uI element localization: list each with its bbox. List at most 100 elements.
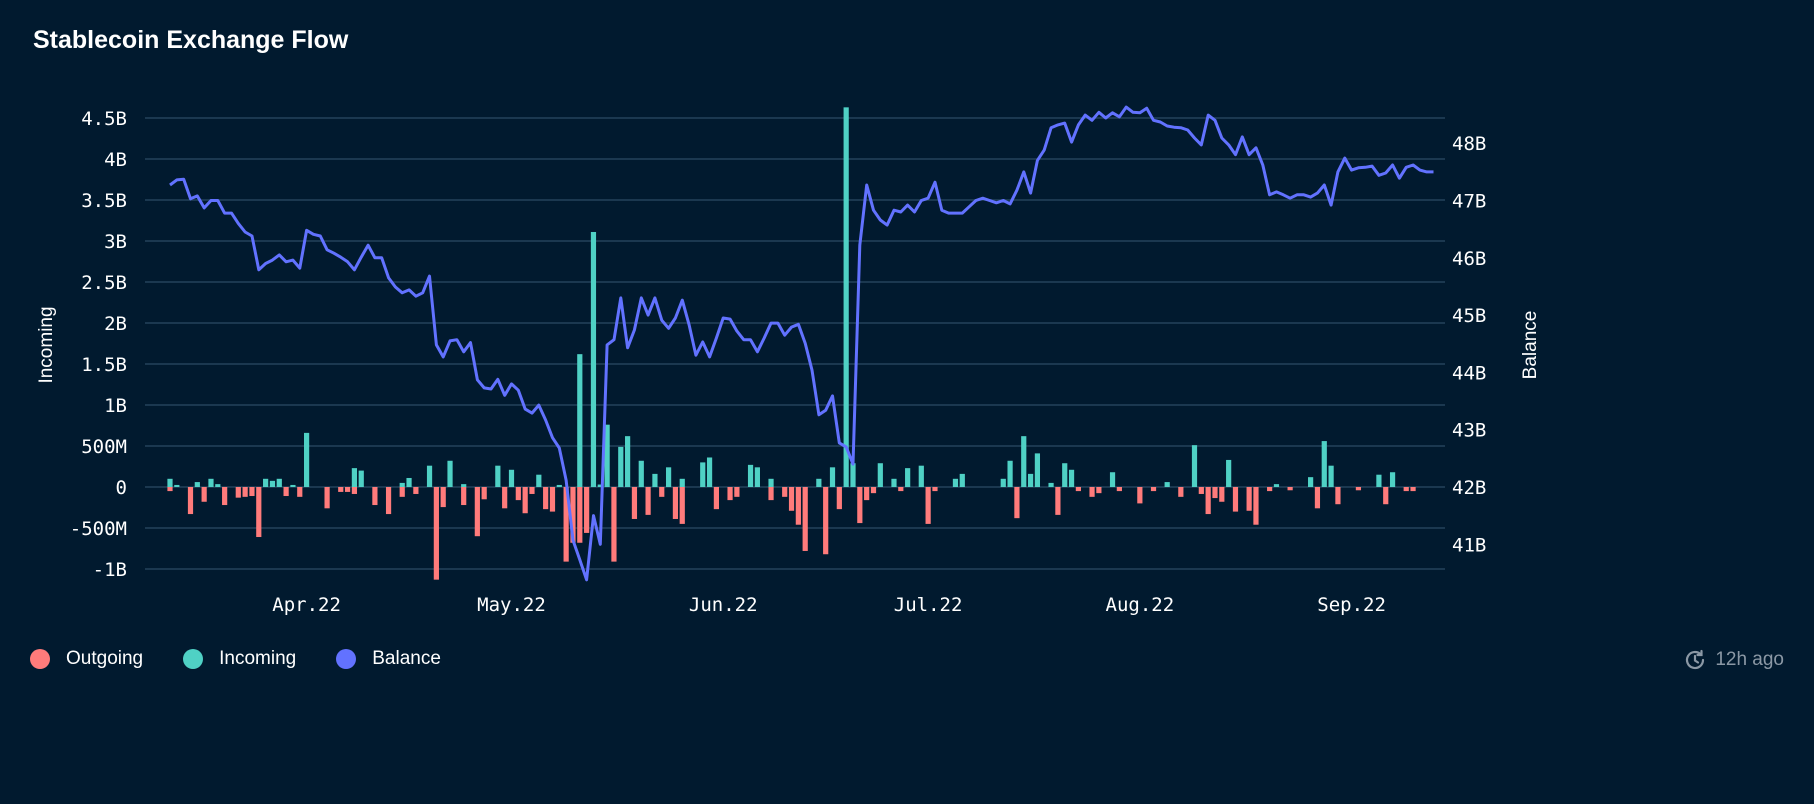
y-right-tick-label: 48B <box>1452 133 1486 155</box>
x-tick-label: Aug.22 <box>1106 594 1175 616</box>
outgoing-bar <box>1403 487 1409 492</box>
last-updated: 12h ago <box>1683 648 1784 672</box>
incoming-bar <box>167 478 173 487</box>
outgoing-bar <box>440 487 446 508</box>
outgoing-bar <box>1178 487 1184 497</box>
y-left-tick-label: 2B <box>104 313 127 335</box>
incoming-bar <box>604 424 610 487</box>
balance-swatch-icon <box>336 649 357 669</box>
y-left-tick-label: 4.5B <box>81 108 127 130</box>
outgoing-bar <box>631 487 638 519</box>
incoming-bar <box>577 354 583 487</box>
incoming-bar <box>665 467 672 487</box>
incoming-bar <box>918 465 924 487</box>
incoming-bar <box>1068 469 1075 487</box>
incoming-bar <box>891 478 897 487</box>
outgoing-bar <box>338 487 344 492</box>
incoming-bar <box>399 482 405 487</box>
outgoing-bar <box>727 487 733 501</box>
incoming-bar <box>536 474 542 487</box>
incoming-bar <box>1007 460 1013 487</box>
x-tick-label: Apr.22 <box>272 594 341 616</box>
outgoing-bar <box>713 487 719 510</box>
y-right-tick-label: 42B <box>1452 477 1486 499</box>
outgoing-bar <box>1055 487 1061 515</box>
outgoing-bar <box>1246 487 1252 511</box>
incoming-bar <box>1273 484 1280 487</box>
outgoing-bar <box>297 487 303 497</box>
incoming-bar <box>1034 453 1041 487</box>
balance-line <box>169 105 1434 582</box>
outgoing-bar <box>795 487 801 525</box>
outgoing-bar <box>782 487 788 497</box>
outgoing-bar <box>563 487 569 562</box>
outgoing-bar <box>802 487 808 551</box>
outgoing-bar <box>399 487 405 497</box>
incoming-bar <box>1389 472 1396 487</box>
incoming-bar <box>358 470 364 487</box>
outgoing-bar <box>351 487 358 494</box>
outgoing-bar <box>187 487 194 515</box>
incoming-bar <box>1062 463 1068 487</box>
outgoing-bar <box>529 487 535 494</box>
y-right-tick-label: 41B <box>1452 534 1486 556</box>
incoming-bar <box>194 482 200 487</box>
incoming-bar <box>174 484 180 487</box>
incoming-bar <box>1328 465 1334 487</box>
outgoing-bar <box>167 487 173 492</box>
outgoing-bar <box>857 487 863 524</box>
y-right-tick-label: 45B <box>1452 305 1486 327</box>
outgoing-bar <box>1212 487 1218 499</box>
incoming-bar <box>597 484 603 487</box>
outgoing-bar <box>1314 487 1321 509</box>
outgoing-bar <box>768 487 774 501</box>
incoming-bar <box>905 468 911 487</box>
incoming-bar <box>700 462 706 487</box>
y-left-tick-label: 500M <box>81 436 127 458</box>
incoming-bar <box>1109 472 1116 487</box>
outgoing-bar <box>679 487 685 524</box>
y-right-tick-label: 43B <box>1452 420 1486 442</box>
y-left-tick-label: 1B <box>104 395 127 417</box>
y-left-tick-label: -1B <box>93 559 127 581</box>
incoming-bar <box>351 468 358 487</box>
y-left-axis-title: Incoming <box>36 306 57 383</box>
chart-title: Stablecoin Exchange Flow <box>33 26 349 54</box>
outgoing-bar <box>1075 487 1081 492</box>
incoming-bar <box>304 432 310 487</box>
outgoing-bar <box>242 487 248 497</box>
incoming-bar <box>706 457 713 487</box>
outgoing-bar <box>1253 487 1259 525</box>
incoming-bar <box>952 478 959 487</box>
outgoing-bar <box>1219 487 1225 502</box>
incoming-bar <box>768 478 774 487</box>
clock-refresh-icon <box>1686 649 1705 670</box>
outgoing-bar <box>1232 487 1239 512</box>
incoming-swatch-icon <box>183 649 204 669</box>
legend-item-outgoing[interactable]: Outgoing <box>30 648 143 670</box>
outgoing-bar <box>925 487 931 524</box>
outgoing-bar <box>1205 487 1211 515</box>
outgoing-bar <box>672 487 679 519</box>
incoming-bar <box>816 478 822 487</box>
y-right-tick-label: 47B <box>1452 191 1486 213</box>
outgoing-bar <box>283 487 289 497</box>
outgoing-bar <box>222 487 228 506</box>
outgoing-bar <box>788 487 795 511</box>
outgoing-bar <box>1089 487 1095 497</box>
outgoing-bar <box>543 487 549 510</box>
outgoing-bar <box>256 487 262 538</box>
y-left-tick-label: 0 <box>116 477 127 499</box>
incoming-bar <box>747 464 754 487</box>
outgoing-bar <box>235 487 241 498</box>
incoming-bar <box>829 467 836 487</box>
outgoing-bar <box>433 487 439 580</box>
outgoing-bar <box>645 487 651 515</box>
incoming-bar <box>556 484 562 487</box>
incoming-bar <box>208 478 214 487</box>
incoming-bar <box>877 463 883 487</box>
incoming-bar <box>1027 473 1034 487</box>
outgoing-bar <box>481 487 487 500</box>
legend-item-balance[interactable]: Balance <box>336 648 441 670</box>
legend-item-incoming[interactable]: Incoming <box>183 648 296 670</box>
